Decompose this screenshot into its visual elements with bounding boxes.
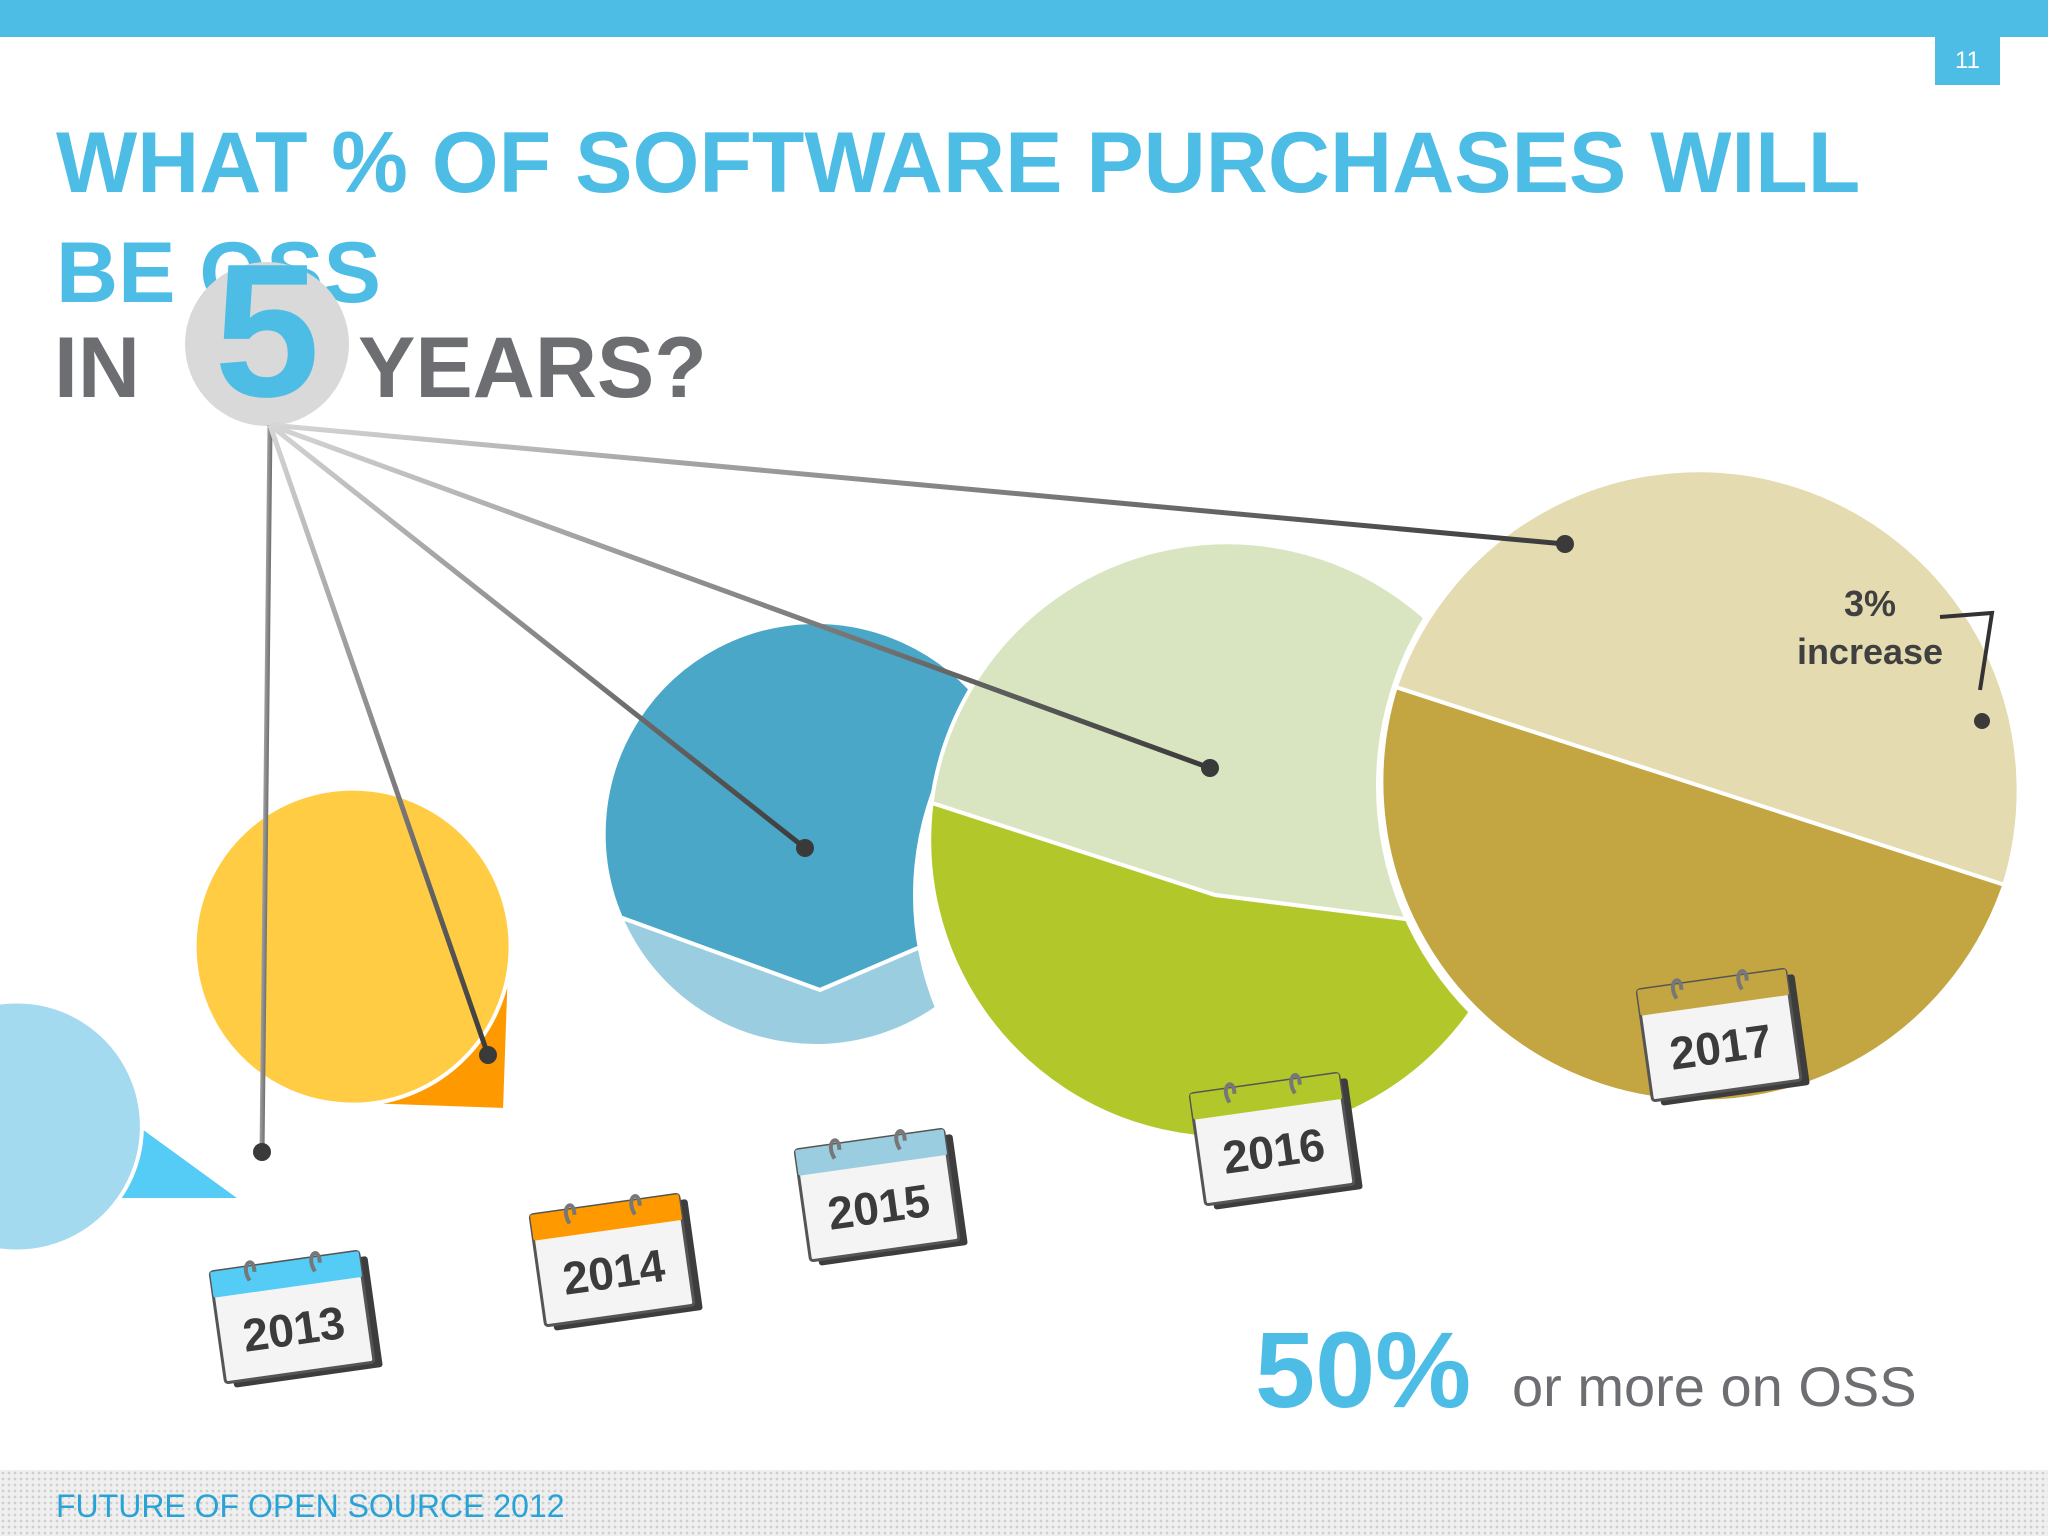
leader-lines-layer	[253, 422, 1574, 1161]
callout-label: increase	[1796, 631, 1944, 672]
leader-dot-2015	[796, 839, 814, 857]
footer-bar	[0, 1470, 2048, 1536]
callout-dot	[1974, 713, 1990, 729]
leader-line-2015	[268, 423, 807, 850]
highlight-text: or more on OSS	[1512, 1355, 1917, 1418]
pie-slice-oss-2013	[114, 1122, 250, 1202]
pies-layer	[0, 462, 2024, 1329]
leader-dot-2013	[253, 1143, 271, 1161]
top-accent-bar	[0, 0, 2048, 37]
leader-line-2013	[259, 424, 273, 1153]
leader-line-2014	[267, 424, 491, 1056]
pie-slice-oss-2016	[927, 800, 1514, 1141]
pie-2016	[913, 540, 1528, 1197]
pie-slice-rest-2014	[192, 786, 513, 1113]
title-five: 5	[214, 225, 320, 437]
callout-bracket	[1939, 610, 1995, 691]
callout-annotation: 3% increase	[1770, 580, 1970, 676]
calendar-2013: 2013	[208, 1250, 383, 1388]
footer-title: FUTURE OF OPEN SOURCE 2012	[56, 1488, 565, 1524]
leader-line-2017	[269, 422, 1566, 547]
five-circle-badge	[185, 262, 349, 426]
pie-2014	[192, 786, 667, 1272]
page-number: 11	[1935, 37, 2000, 85]
pie-slice-oss-2017	[1379, 684, 2007, 1104]
calendars-layer: 2013 2014 2015 2016 2017	[208, 968, 1810, 1388]
highlight-percent: 50%	[1255, 1309, 1472, 1430]
leader-dot-2014	[479, 1046, 497, 1064]
calendar-2014: 2014	[528, 1193, 703, 1331]
pie-slice-oss-2014	[347, 952, 513, 1113]
calendar-2017: 2017	[1635, 968, 1810, 1106]
callout-value: 3%	[1843, 583, 1897, 624]
title-in: IN	[54, 320, 140, 416]
leader-dot-2016	[1201, 759, 1219, 777]
title-years: YEARS?	[358, 320, 707, 416]
leader-dot-2017	[1556, 535, 1574, 553]
pie-slice-rest-2017	[1393, 468, 2021, 888]
pie-2017	[1376, 462, 2024, 1110]
calendar-2016: 2016	[1188, 1072, 1363, 1210]
calendar-2015: 2015	[793, 1128, 968, 1266]
leader-line-2016	[269, 422, 1211, 771]
